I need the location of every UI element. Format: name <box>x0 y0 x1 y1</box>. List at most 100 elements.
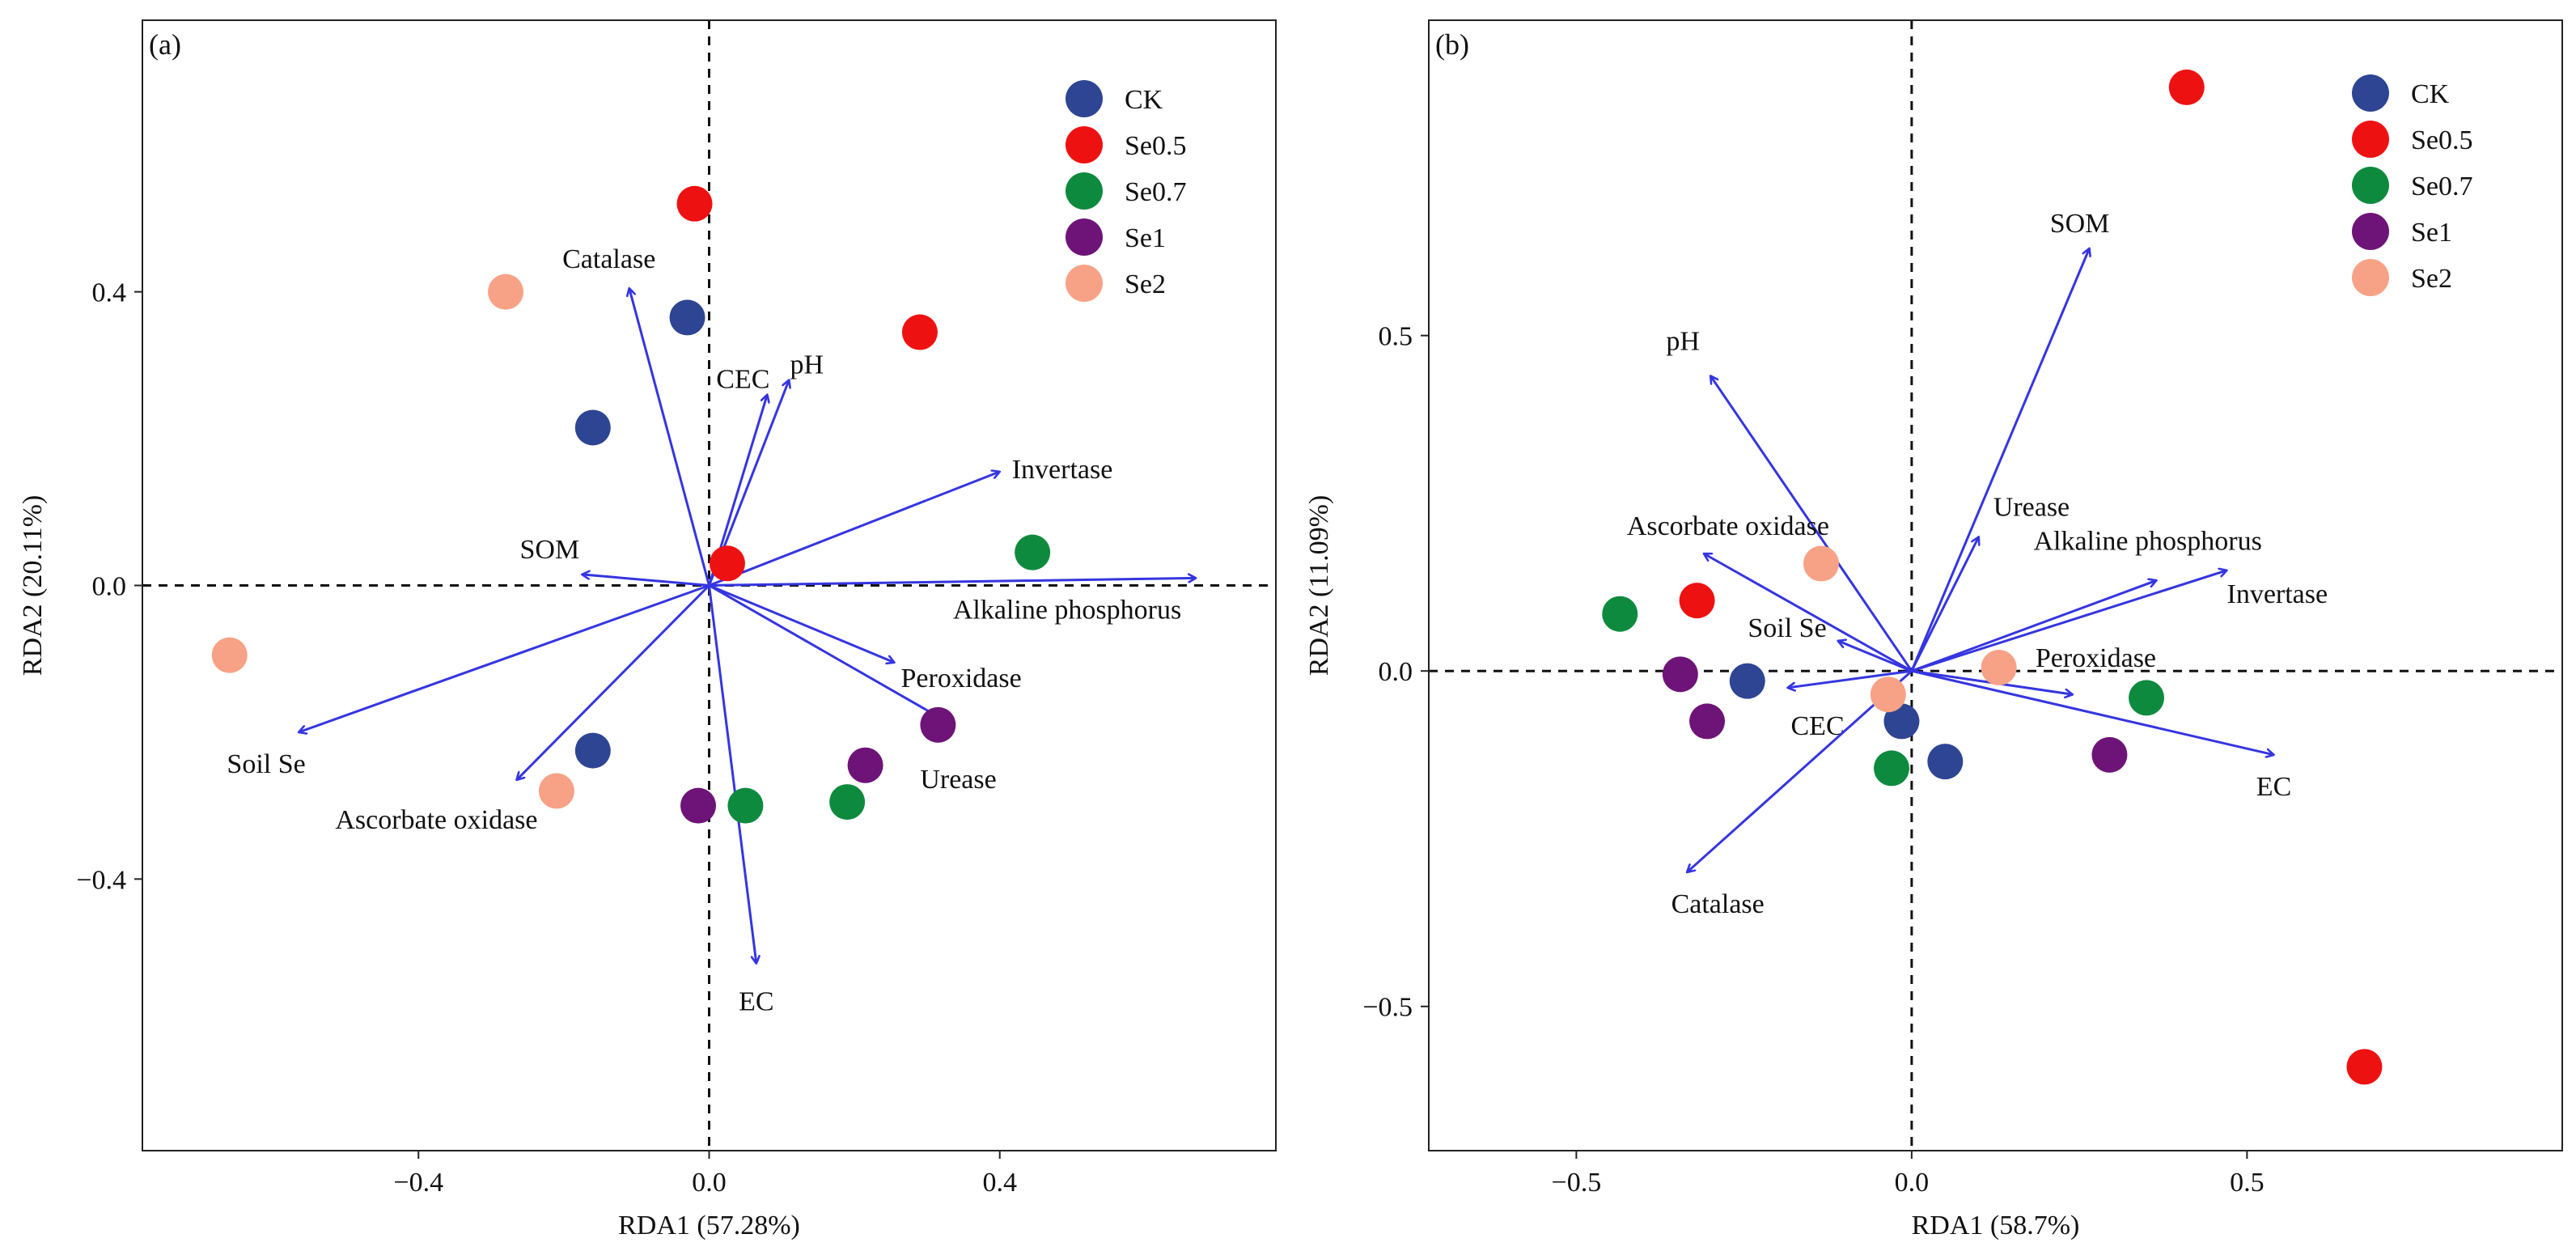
panel-b-vector-urease-arrow <box>1910 536 1979 672</box>
panel-a-point-se2 <box>538 773 574 809</box>
panel-a-vector-alkaline-phosphorus-arrow <box>709 578 1197 587</box>
panel-b-legend-marker-se1 <box>2352 213 2389 250</box>
panel-a-point-se0-7 <box>727 787 764 824</box>
panel-b-point-se1 <box>1662 656 1698 693</box>
panel-a-legend-label-se0-5: Se0.5 <box>1125 131 1187 161</box>
panel-a-vector-ec-arrow <box>708 585 756 964</box>
panel-b-point-ck <box>1927 744 1964 780</box>
panel-a-legend-label-ck: CK <box>1125 85 1163 115</box>
panel-a-vector-urease-arrow <box>708 584 953 727</box>
panel-a-point-se0-7 <box>829 784 866 821</box>
panel-b-point-ck <box>1729 663 1765 699</box>
panel-a-point-se1 <box>680 787 717 824</box>
panel-b-vector-ascorbate-oxidase-arrow <box>1704 552 1913 672</box>
panel-b-point-se0-7 <box>2129 680 2165 716</box>
panel-b-legend-marker-ck <box>2352 74 2389 112</box>
panel-b-point-se1 <box>2091 736 2128 773</box>
panel-b-vector-peroxidase-label: Peroxidase <box>2036 643 2156 673</box>
panel-a-point-se1 <box>847 747 883 783</box>
panel-a-x-tick-label: 0.4 <box>982 1168 1017 1198</box>
panel-b-legend-label-se1: Se1 <box>2411 218 2452 248</box>
panel-a-vector-soil-se-label: Soil Se <box>227 749 305 779</box>
panel-a-legend-label-se2: Se2 <box>1125 269 1166 299</box>
panel-b-point-se2 <box>1803 545 1839 582</box>
panel-a-label: (a) <box>149 28 181 61</box>
panel-b-legend-marker-se0-7 <box>2352 167 2389 204</box>
panel-a-vector-invertase-arrow <box>708 472 1000 587</box>
panel-a-x-tick-label: 0.0 <box>692 1168 727 1198</box>
panel-a-legend-marker-se0-7 <box>1066 172 1103 210</box>
panel-b-plot-frame <box>1428 19 2563 1151</box>
panel-b-vector-ph-label: pH <box>1666 326 1700 356</box>
panel-b-point-se0-5 <box>2346 1049 2383 1085</box>
panel-a-vector-peroxidase-arrow <box>708 584 895 663</box>
panel-b-x-tick-label: 0.0 <box>1895 1168 1930 1198</box>
panel-b-ticks: −0.5 0.0 0.5 0.5 0.0 −0.5 <box>1362 322 2264 1198</box>
panel-b-vector-alkaline-phosphorus-label: Alkaline phosphorus <box>2033 526 2261 556</box>
panel-b-rda-plot: SOM pH Urease Alkaline phosphorus Invertase A… <box>1304 19 2563 1240</box>
panel-b-legend-marker-se2 <box>2352 259 2389 296</box>
panel-a-vector-ascorbate-oxidase-arrow <box>517 584 710 780</box>
panel-a-vector-cec-label: CEC <box>716 365 769 395</box>
panel-b-label: (b) <box>1435 28 1469 61</box>
panel-b-vector-invertase-arrow <box>1911 570 2227 672</box>
panel-b-point-se0-7 <box>1602 596 1638 632</box>
panel-b-y-tick-label: 0.5 <box>1379 322 1413 352</box>
panel-a-y-axis-label: RDA2 (20.11%) <box>18 495 48 676</box>
panel-b-y-tick-label: 0.0 <box>1379 657 1413 687</box>
panel-a-vector-invertase-label: Invertase <box>1012 455 1113 485</box>
panel-a-vector-ph-label: pH <box>790 350 824 380</box>
panel-b-vector-som-label: SOM <box>2050 209 2110 239</box>
panel-a-legend-marker-se0-5 <box>1066 126 1103 163</box>
panel-a-point-se2 <box>488 274 524 310</box>
panel-b-legend-label-se2: Se2 <box>2411 264 2452 294</box>
panel-b-axis-lines <box>1429 20 2562 1151</box>
panel-b-legend-label-se0-5: Se0.5 <box>2411 125 2473 155</box>
panel-b-vector-invertase-label: Invertase <box>2227 579 2328 609</box>
panel-a-vector-ascorbate-oxidase-label: Ascorbate oxidase <box>335 805 537 835</box>
panel-a-vector-catalase-label: Catalase <box>562 244 655 274</box>
panel-b-point-ck <box>1883 703 1920 740</box>
panel-b-vector-som-arrow <box>1910 248 2090 672</box>
panel-b-vector-ph-arrow <box>1710 375 1913 672</box>
panel-a-point-se0-5 <box>676 185 713 222</box>
panel-b-y-tick-label: −0.5 <box>1362 993 1413 1023</box>
panel-a-y-tick-label: 0.0 <box>92 572 127 602</box>
panel-b-x-axis-label: RDA1 (58.7%) <box>1912 1211 2080 1240</box>
panel-b-x-tick-label: 0.5 <box>2230 1168 2265 1198</box>
panel-a-legend-marker-se2 <box>1066 265 1103 302</box>
panel-a-legend-label-se1: Se1 <box>1125 223 1166 253</box>
panel-b-point-se0-5 <box>2168 69 2205 105</box>
panel-a-vector-soil-se-arrow <box>299 584 710 732</box>
panel-a-vector-urease-label: Urease <box>920 765 996 795</box>
panel-b-point-se0-7 <box>1874 750 1910 787</box>
panel-a-vector-alkaline-phosphorus-label: Alkaline phosphorus <box>953 595 1181 625</box>
panel-b-point-se0-5 <box>1679 583 1715 619</box>
panel-b-vector-soil-se-label: Soil Se <box>1748 613 1826 643</box>
panel-b-legend: CK Se0.5 Se0.7 Se1 Se2 <box>2352 74 2473 296</box>
panel-a-point-se1 <box>920 706 956 743</box>
panel-a-x-axis-label: RDA1 (57.28%) <box>618 1211 800 1240</box>
panel-a-point-se0-5 <box>709 545 745 582</box>
panel-b-legend-marker-se0-5 <box>2352 121 2389 158</box>
panel-a-legend-marker-se1 <box>1066 218 1103 256</box>
panel-a-vector-peroxidase-label: Peroxidase <box>901 664 1022 693</box>
panel-b-vector-soil-se-arrow <box>1838 641 1913 672</box>
panel-b-vector-alkaline-phosphorus-arrow <box>1911 580 2157 672</box>
panel-a-y-tick-label: 0.4 <box>92 278 127 308</box>
panel-b-vector-cec-label: CEC <box>1791 711 1845 741</box>
panel-b-vector-ec-label: EC <box>2256 772 2291 802</box>
panel-a-points <box>211 185 1051 824</box>
panel-a-rda-plot: Catalase CEC pH Invertase SOM Alkaline phosph… <box>18 19 1277 1240</box>
panel-b-legend-label-se0-7: Se0.7 <box>2411 172 2473 201</box>
panel-a-vector-ec-label: EC <box>739 987 773 1017</box>
panel-b-vector-catalase-label: Catalase <box>1671 889 1765 919</box>
panel-a-point-se0-7 <box>1015 534 1051 570</box>
panel-b-point-se2 <box>1870 676 1906 713</box>
panel-b-points <box>1602 69 2383 1085</box>
panel-a-vector-som-label: SOM <box>519 535 579 565</box>
panel-a-ticks: −0.4 0.0 0.4 0.4 0.0 −0.4 <box>76 278 1017 1198</box>
panel-a-legend-marker-ck <box>1066 80 1103 117</box>
panel-b-point-se1 <box>1689 703 1726 740</box>
panel-a-point-ck <box>574 732 611 769</box>
